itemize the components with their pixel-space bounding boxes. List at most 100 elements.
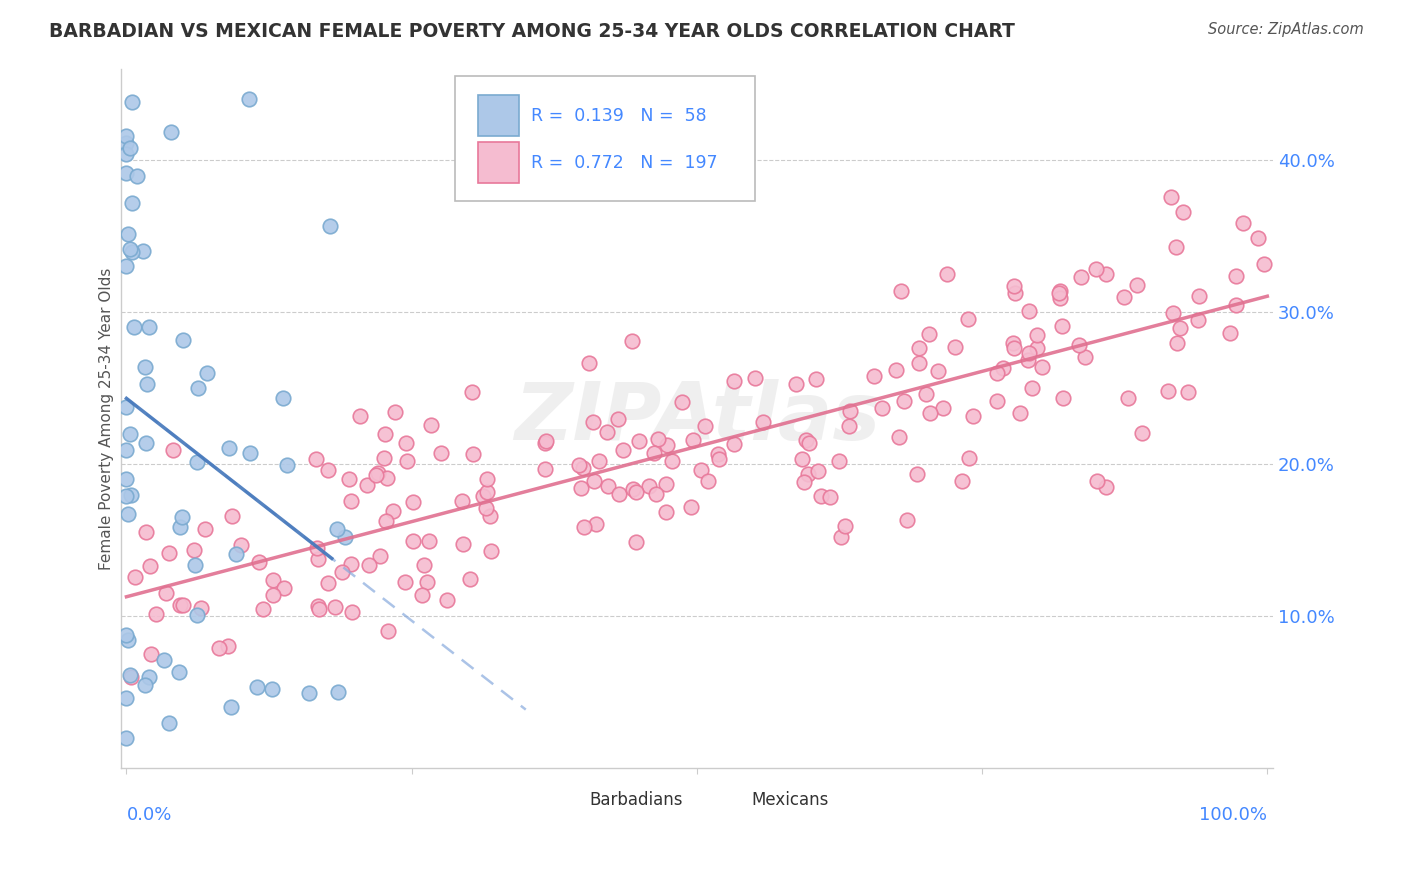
Point [115, 691, 138, 706]
Point [326, 523, 349, 537]
Point [1050, 319, 1073, 334]
Point [115, 129, 138, 144]
Point [145, 607, 167, 621]
Point [246, 680, 269, 694]
Point [950, 474, 973, 488]
Point [118, 426, 141, 441]
Point [796, 467, 818, 481]
Point [172, 598, 194, 612]
Point [620, 334, 643, 348]
Point [167, 665, 190, 680]
Text: Source: ZipAtlas.com: Source: ZipAtlas.com [1208, 22, 1364, 37]
Point [709, 452, 731, 467]
Point [479, 509, 502, 524]
Point [118, 141, 141, 155]
Point [451, 537, 474, 551]
Point [316, 576, 339, 591]
Point [862, 369, 884, 384]
Point [1031, 360, 1053, 375]
Point [1187, 313, 1209, 327]
Point [785, 376, 807, 391]
Point [1047, 285, 1070, 300]
Point [621, 482, 644, 496]
Point [373, 450, 395, 465]
Point [402, 494, 425, 508]
Point [598, 479, 620, 493]
Point [799, 436, 821, 450]
Point [655, 505, 678, 519]
Point [340, 494, 363, 508]
Point [1225, 298, 1247, 312]
Point [1008, 406, 1031, 420]
Point [115, 147, 138, 161]
Point [117, 507, 139, 521]
Point [932, 401, 955, 416]
Point [115, 472, 138, 486]
Point [136, 376, 159, 391]
Point [884, 363, 907, 377]
Point [572, 519, 595, 533]
Point [411, 588, 433, 602]
Point [1018, 346, 1040, 360]
Point [1073, 351, 1095, 365]
Point [752, 415, 775, 429]
Point [643, 446, 665, 460]
Point [536, 434, 558, 449]
Point [153, 653, 176, 667]
Point [472, 489, 495, 503]
Point [430, 446, 453, 460]
Point [239, 446, 262, 460]
Point [451, 494, 474, 508]
Point [238, 92, 260, 106]
Point [794, 433, 817, 447]
Point [1161, 306, 1184, 320]
Point [582, 415, 605, 429]
Point [374, 427, 396, 442]
Point [475, 471, 498, 485]
Point [122, 320, 145, 334]
Text: Mexicans: Mexicans [751, 791, 828, 809]
Text: R =  0.139   N =  58: R = 0.139 N = 58 [531, 107, 707, 125]
Point [475, 500, 498, 515]
Point [1049, 292, 1071, 306]
Point [1094, 267, 1116, 281]
Point [1052, 392, 1074, 406]
FancyBboxPatch shape [478, 95, 519, 136]
Point [834, 518, 856, 533]
Point [384, 405, 406, 419]
Point [908, 356, 931, 370]
Text: R =  0.772   N =  197: R = 0.772 N = 197 [531, 153, 717, 171]
Point [356, 478, 378, 492]
Point [1157, 384, 1180, 398]
Text: 100.0%: 100.0% [1199, 806, 1267, 824]
Point [838, 418, 860, 433]
Point [1225, 268, 1247, 283]
Point [1166, 239, 1188, 253]
Y-axis label: Female Poverty Among 25-34 Year Olds: Female Poverty Among 25-34 Year Olds [100, 267, 114, 569]
Point [1188, 289, 1211, 303]
Point [416, 575, 439, 590]
Point [273, 581, 295, 595]
Point [217, 640, 239, 654]
Point [918, 406, 941, 420]
Point [804, 371, 827, 385]
Point [247, 555, 270, 569]
Point [682, 433, 704, 447]
Point [367, 467, 389, 481]
Point [572, 461, 595, 475]
Point [890, 284, 912, 298]
Point [187, 381, 209, 395]
Point [645, 487, 668, 501]
Point [139, 558, 162, 573]
Point [375, 471, 398, 485]
Point [957, 450, 980, 465]
Point [943, 340, 966, 354]
Point [208, 641, 231, 656]
Point [914, 387, 936, 401]
Point [1177, 385, 1199, 400]
FancyBboxPatch shape [557, 786, 586, 815]
Point [326, 685, 349, 699]
Point [364, 468, 387, 483]
Point [155, 585, 177, 599]
Point [368, 549, 391, 563]
